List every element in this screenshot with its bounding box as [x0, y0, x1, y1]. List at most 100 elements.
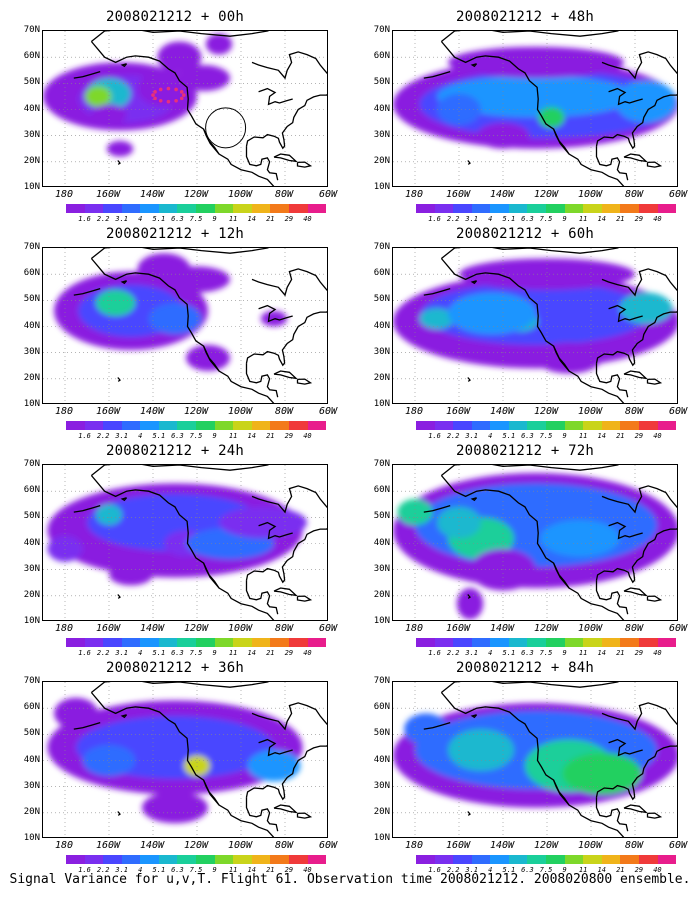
- lon-label: 80W: [274, 406, 294, 417]
- panel-title: 2008021212 + 36h: [105, 660, 245, 676]
- coastline: [90, 31, 270, 43]
- coastline: [251, 51, 327, 80]
- colorbar-swatch: [657, 421, 677, 430]
- colorbar-label: 7.5: [539, 649, 553, 657]
- coastline: [601, 268, 677, 297]
- colorbar-swatch: [527, 855, 547, 864]
- lon-label: 100W: [577, 840, 603, 851]
- flight-track-dot: [166, 99, 171, 104]
- colorbar-label: 4: [138, 215, 143, 223]
- lat-label: 60N: [23, 485, 40, 496]
- colorbar-label: 7.5: [539, 866, 553, 874]
- lat-label: 70N: [373, 25, 390, 35]
- colorbar-label: 14: [247, 649, 256, 657]
- lat-label: 10N: [373, 182, 390, 192]
- colorbar-label: 11: [578, 866, 588, 874]
- colorbar-label: 21: [616, 649, 625, 657]
- colorbar-swatch: [490, 421, 509, 430]
- lon-label: 140W: [139, 840, 165, 851]
- colorbar-label: 6.3: [171, 215, 184, 223]
- colorbar-swatch: [140, 638, 159, 647]
- colorbar-label: 6.3: [521, 649, 534, 657]
- panel-title: 2008021212 + 60h: [455, 226, 595, 242]
- colorbar-label: 2.2: [96, 215, 110, 223]
- colorbar-swatch: [196, 855, 215, 864]
- coastline: [608, 521, 643, 540]
- coastline: [552, 779, 570, 806]
- variance-blob: [91, 104, 127, 126]
- coastline: [245, 527, 327, 584]
- coastline: [646, 378, 663, 385]
- lon-label: 80W: [274, 189, 294, 200]
- colorbar-label: 7.5: [189, 866, 203, 874]
- lat-label: 60N: [373, 485, 390, 496]
- colorbar-swatch: [196, 638, 215, 647]
- coastline: [245, 93, 327, 150]
- colorbar-label: 2.2: [96, 432, 110, 440]
- colorbar-swatch: [84, 421, 104, 430]
- coastline: [470, 280, 478, 285]
- map-svg: [43, 465, 327, 620]
- colorbar-swatch: [251, 421, 271, 430]
- colorbar-swatch: [121, 421, 141, 430]
- coastline: [595, 744, 677, 801]
- lat-label: 50N: [373, 728, 390, 739]
- coastline: [245, 580, 279, 615]
- colorbar-swatch: [270, 421, 289, 430]
- colorbar-swatch: [564, 855, 584, 864]
- coastline: [423, 721, 451, 730]
- colorbar-swatch: [583, 421, 602, 430]
- lon-label: 160W: [95, 406, 121, 417]
- lon-label: 60W: [668, 623, 688, 634]
- lat-label: 20N: [23, 372, 40, 383]
- coastline: [601, 702, 677, 731]
- colorbar-swatch: [434, 855, 454, 864]
- lat-label: 40N: [23, 320, 40, 331]
- variance-blob: [437, 75, 635, 118]
- variance-blob: [137, 70, 191, 107]
- lon-label: 140W: [139, 623, 165, 634]
- lon-label: 120W: [533, 189, 559, 200]
- colorbar-swatch: [196, 421, 215, 430]
- colorbar-swatch: [270, 855, 289, 864]
- map-svg: [43, 682, 327, 837]
- lon-label: 160W: [445, 623, 471, 634]
- colorbar-swatch: [601, 855, 621, 864]
- panel-title: 2008021212 + 72h: [455, 443, 595, 459]
- colorbar-label: 9: [562, 866, 567, 874]
- colorbar-swatch: [140, 421, 159, 430]
- colorbar-label: 21: [266, 432, 275, 440]
- colorbar-label: 3.1: [465, 432, 479, 440]
- coastline: [595, 146, 629, 181]
- lon-label: 160W: [445, 840, 471, 851]
- colorbar-swatch: [66, 204, 85, 213]
- lon-label: 180: [404, 189, 424, 200]
- lat-label: 40N: [373, 754, 390, 765]
- coastline: [90, 41, 275, 186]
- colorbar-label: 4: [488, 649, 493, 657]
- coastline: [470, 497, 478, 502]
- colorbar-label: 7.5: [539, 215, 553, 223]
- map-svg: [393, 248, 677, 403]
- colorbar-label: 2.2: [96, 649, 110, 657]
- colorbar-swatch: [158, 855, 178, 864]
- lon-label: 100W: [227, 406, 253, 417]
- coastline: [595, 527, 677, 584]
- map-svg: [393, 465, 677, 620]
- colorbar-label: 40: [303, 649, 312, 657]
- colorbar-swatch: [177, 638, 197, 647]
- colorbar-label: 40: [653, 215, 662, 223]
- lat-label: 50N: [23, 511, 40, 522]
- panel-title: 2008021212 + 48h: [455, 9, 595, 25]
- colorbar-swatch: [416, 638, 435, 647]
- map-panel: 2008021212 + 48h 70N 60N 50N 40N 30N 20N 10N 180…: [360, 8, 690, 224]
- colorbar-label: 4: [138, 649, 143, 657]
- colorbar-label: 1.6: [428, 215, 441, 223]
- variance-blob: [540, 519, 620, 557]
- coastline: [73, 287, 101, 296]
- lat-label: 40N: [23, 103, 40, 114]
- colorbar-label: 29: [634, 432, 644, 440]
- coastline: [258, 304, 293, 323]
- colorbar-swatch: [601, 638, 621, 647]
- colorbar-label: 2.2: [446, 215, 460, 223]
